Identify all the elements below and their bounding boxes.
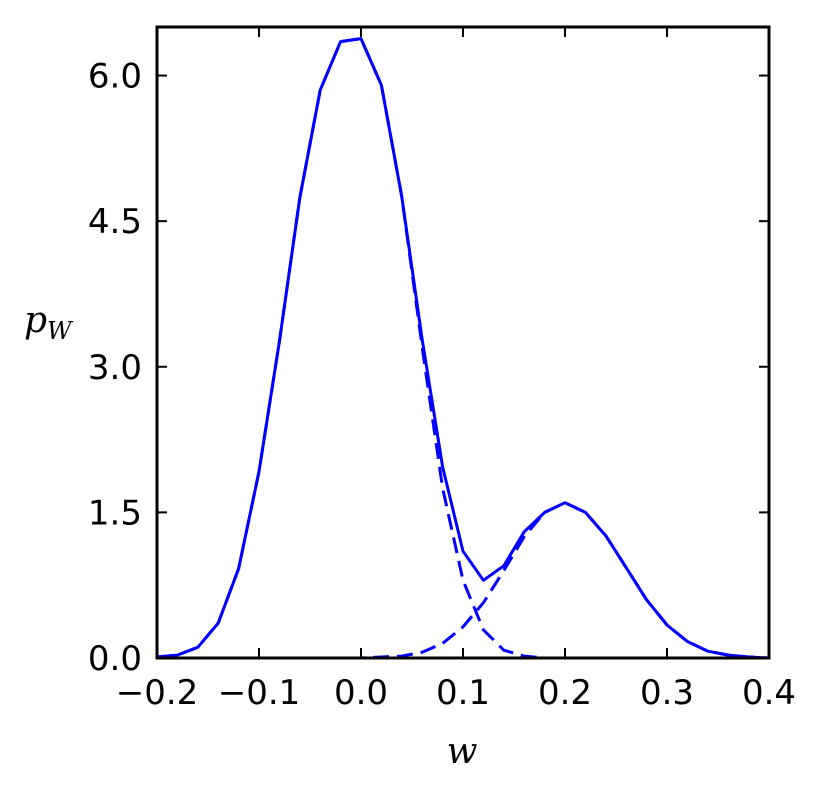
x-tick-label: −0.2 — [116, 673, 199, 713]
plot-lines — [156, 37, 770, 660]
y-axis-label-subscript: W — [47, 317, 74, 345]
y-tick-label: 6.0 — [88, 57, 142, 97]
y-tick-label: 1.5 — [88, 493, 142, 533]
x-tick-label: −0.1 — [218, 673, 301, 713]
component-density-line-2 — [157, 501, 770, 660]
x-ticks: −0.2 −0.1 0.0 0.1 0.2 0.3 0.4 — [116, 27, 796, 713]
x-tick-label: 0.3 — [640, 673, 694, 713]
x-tick-label: 0.1 — [436, 673, 490, 713]
component-density-line-1 — [156, 37, 769, 660]
x-axis-label: w — [447, 731, 478, 772]
y-tick-label: 4.5 — [88, 202, 142, 242]
mixture-density-line — [156, 37, 770, 660]
x-tick-label: 0.4 — [742, 673, 796, 713]
plot-frame — [155, 25, 771, 660]
y-tick-label: 3.0 — [88, 348, 142, 388]
y-ticks: 0.0 1.5 3.0 4.5 6.0 — [88, 57, 769, 679]
y-tick-label: 0.0 — [88, 639, 142, 679]
x-tick-label: 0.2 — [538, 673, 592, 713]
x-tick-label: 0.0 — [334, 673, 388, 713]
y-axis-label: p — [24, 300, 47, 341]
